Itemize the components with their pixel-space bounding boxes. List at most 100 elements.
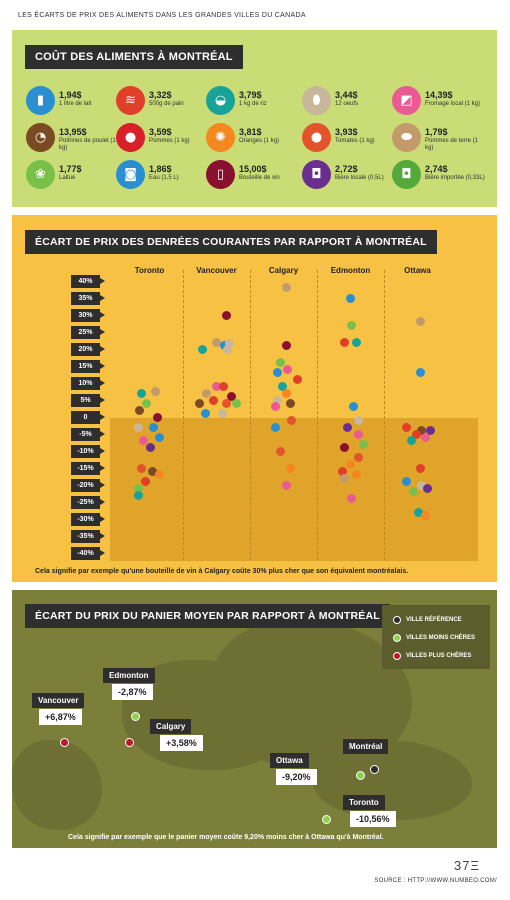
data-point[interactable] [209,395,219,405]
map-dot-edmonton[interactable] [131,712,140,721]
data-point[interactable] [354,453,364,463]
orange-icon: ✺ [206,123,235,152]
data-point[interactable] [281,283,291,293]
data-point[interactable] [212,337,221,347]
data-point[interactable] [223,344,233,354]
data-point[interactable] [231,398,241,408]
data-point[interactable] [281,480,291,490]
map-dot-vancouver[interactable] [60,738,69,747]
lettuce-icon: ❀ [26,160,55,189]
source-link[interactable]: SOURCE : HTTP://WWW.NUMBEO.COM/ [374,878,497,884]
map-dot-ottawa[interactable] [356,771,365,780]
data-point[interactable] [358,439,368,449]
data-point[interactable] [346,293,355,303]
data-point[interactable] [154,470,164,480]
local-beer-icon: ◘ [302,160,331,189]
data-point[interactable] [286,463,295,473]
data-point[interactable] [347,494,357,504]
data-point[interactable] [407,436,417,446]
food-item: ◒ 3,79$ 1 kg de riz [206,86,302,122]
data-point[interactable] [421,432,431,442]
data-point[interactable] [273,368,283,378]
data-point[interactable] [411,429,421,439]
map-dot-toronto[interactable] [322,815,331,824]
data-point[interactable] [351,470,361,480]
data-point[interactable] [283,364,293,374]
data-point[interactable] [195,398,205,408]
data-point[interactable] [415,317,425,327]
y-tick-label: 15% [71,359,105,373]
data-point[interactable] [293,375,302,385]
map-dot-montreal[interactable] [370,765,379,774]
bread-icon: ≋ [116,86,145,115]
data-point[interactable] [417,426,427,436]
data-point[interactable] [198,344,207,354]
data-point[interactable] [351,337,361,347]
data-point[interactable] [354,415,364,425]
data-point[interactable] [421,511,431,521]
data-point[interactable] [422,483,432,493]
map-dot-calgary[interactable] [125,738,134,747]
data-point[interactable] [140,477,150,487]
data-point[interactable] [401,422,411,432]
data-point[interactable] [221,310,231,320]
food-price: 2,72$ [335,164,358,174]
data-point[interactable] [147,466,157,476]
data-point[interactable] [281,388,291,398]
logo: 37Ξ [454,858,480,873]
data-point[interactable] [136,463,146,473]
data-point[interactable] [281,341,291,351]
data-point[interactable] [153,412,163,422]
data-point[interactable] [277,381,287,391]
data-point[interactable] [212,381,221,391]
data-point[interactable] [154,432,164,442]
food-price: 3,81$ [239,127,262,137]
data-point[interactable] [149,422,159,432]
data-point[interactable] [200,409,210,419]
data-point[interactable] [417,480,427,490]
data-point[interactable] [227,392,237,402]
data-point[interactable] [139,436,149,446]
data-point[interactable] [348,402,358,412]
data-point[interactable] [270,422,280,432]
data-point[interactable] [408,487,418,497]
data-point[interactable] [224,339,234,349]
data-point[interactable] [221,398,231,408]
data-point[interactable] [340,337,350,347]
data-point[interactable] [286,398,295,408]
data-point[interactable] [276,446,286,456]
data-point[interactable] [340,473,350,483]
data-point[interactable] [142,398,152,408]
data-point[interactable] [414,507,424,517]
data-point[interactable] [217,409,227,419]
data-point[interactable] [401,477,411,487]
data-point[interactable] [133,422,143,432]
food-price: 1,86$ [149,164,172,174]
data-point[interactable] [287,415,297,425]
data-point[interactable] [150,387,160,396]
price-gap-note: Cela signifie par exemple qu'une bouteil… [35,568,409,575]
data-point[interactable] [136,388,146,398]
data-point[interactable] [219,381,228,391]
data-point[interactable] [133,483,143,493]
data-point[interactable] [425,426,435,436]
data-point[interactable] [415,463,425,473]
legend-dot-reference [393,616,401,624]
data-point[interactable] [354,429,364,439]
data-point[interactable] [346,460,355,470]
data-point[interactable] [133,490,143,500]
map-legend: VILLE RÉFÉRENCE VILLES MOINS CHÈRES VILL… [382,605,490,669]
data-point[interactable] [146,443,156,453]
data-point[interactable] [202,388,212,398]
food-label: Fromage local (1 kg) [425,101,481,107]
data-point[interactable] [415,368,425,378]
data-point[interactable] [273,395,283,405]
data-point[interactable] [340,443,350,453]
y-tick-label: 25% [71,325,105,339]
data-point[interactable] [135,405,145,415]
data-point[interactable] [343,422,353,432]
data-point[interactable] [276,358,286,368]
data-point[interactable] [337,466,347,476]
data-point[interactable] [347,320,357,330]
data-point[interactable] [270,402,280,412]
